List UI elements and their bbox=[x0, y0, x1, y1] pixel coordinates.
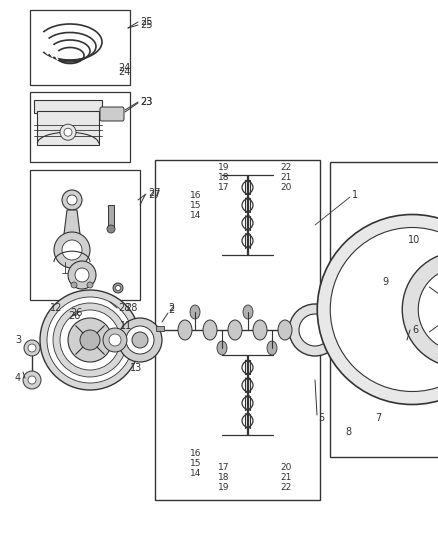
Circle shape bbox=[68, 318, 112, 362]
Text: 3: 3 bbox=[15, 335, 21, 345]
Circle shape bbox=[116, 286, 120, 290]
Text: 15: 15 bbox=[190, 459, 201, 469]
Text: 23: 23 bbox=[140, 97, 152, 107]
Ellipse shape bbox=[243, 305, 253, 319]
Text: 16: 16 bbox=[190, 449, 201, 458]
Ellipse shape bbox=[178, 320, 192, 340]
Circle shape bbox=[60, 310, 120, 370]
Circle shape bbox=[40, 290, 140, 390]
Ellipse shape bbox=[190, 305, 200, 319]
Bar bbox=[34, 100, 102, 112]
Text: 7: 7 bbox=[375, 413, 381, 423]
Circle shape bbox=[107, 225, 115, 233]
Text: 19: 19 bbox=[218, 483, 230, 492]
Text: 13: 13 bbox=[130, 363, 142, 373]
Ellipse shape bbox=[228, 320, 242, 340]
Text: 26: 26 bbox=[68, 311, 81, 321]
Text: 12: 12 bbox=[50, 303, 62, 313]
Text: 8: 8 bbox=[345, 427, 351, 437]
Text: 25: 25 bbox=[140, 17, 152, 27]
Circle shape bbox=[289, 304, 341, 356]
Circle shape bbox=[64, 128, 72, 136]
Circle shape bbox=[118, 318, 162, 362]
Text: 24: 24 bbox=[118, 67, 131, 77]
Circle shape bbox=[80, 330, 100, 350]
Bar bbox=[156, 326, 164, 331]
Text: 26: 26 bbox=[70, 308, 82, 318]
Text: 5: 5 bbox=[318, 413, 324, 423]
Bar bbox=[108, 205, 114, 227]
Text: 20: 20 bbox=[280, 183, 291, 192]
Text: 28: 28 bbox=[118, 303, 131, 313]
Circle shape bbox=[71, 282, 77, 288]
Text: 25: 25 bbox=[140, 20, 152, 30]
Bar bbox=[30, 10, 130, 85]
Circle shape bbox=[53, 303, 127, 377]
Text: 16: 16 bbox=[190, 191, 201, 200]
Circle shape bbox=[113, 283, 123, 293]
Circle shape bbox=[60, 124, 76, 140]
Circle shape bbox=[62, 190, 82, 210]
Text: 21: 21 bbox=[280, 473, 291, 482]
Text: 14: 14 bbox=[190, 470, 201, 479]
Bar bbox=[155, 160, 320, 500]
Circle shape bbox=[23, 371, 41, 389]
Bar bbox=[330, 162, 438, 457]
Circle shape bbox=[62, 240, 82, 260]
Text: 2: 2 bbox=[168, 305, 174, 315]
Text: 24: 24 bbox=[118, 63, 131, 73]
Text: 14: 14 bbox=[190, 212, 201, 221]
Text: 2: 2 bbox=[168, 303, 174, 313]
Circle shape bbox=[28, 344, 36, 352]
Ellipse shape bbox=[278, 320, 292, 340]
Text: 4: 4 bbox=[15, 373, 21, 383]
Circle shape bbox=[68, 261, 96, 289]
Ellipse shape bbox=[253, 320, 267, 340]
Circle shape bbox=[87, 282, 93, 288]
Bar bbox=[37, 111, 99, 145]
Text: 22: 22 bbox=[280, 483, 291, 492]
Text: 10: 10 bbox=[408, 235, 420, 245]
Polygon shape bbox=[62, 210, 82, 250]
Circle shape bbox=[418, 268, 438, 351]
Text: 21: 21 bbox=[280, 174, 291, 182]
Circle shape bbox=[28, 376, 36, 384]
FancyBboxPatch shape bbox=[100, 107, 124, 121]
Ellipse shape bbox=[267, 341, 277, 355]
Circle shape bbox=[299, 314, 331, 346]
Text: 11: 11 bbox=[120, 321, 132, 331]
Text: 18: 18 bbox=[218, 174, 230, 182]
Circle shape bbox=[402, 252, 438, 367]
Ellipse shape bbox=[203, 320, 217, 340]
Text: 27: 27 bbox=[148, 190, 160, 200]
Text: 18: 18 bbox=[218, 473, 230, 482]
Circle shape bbox=[126, 326, 154, 354]
Text: 17: 17 bbox=[218, 183, 230, 192]
Bar bbox=[30, 170, 140, 300]
Text: 23: 23 bbox=[140, 97, 152, 107]
Circle shape bbox=[103, 328, 127, 352]
Text: 19: 19 bbox=[218, 164, 230, 173]
Circle shape bbox=[317, 214, 438, 405]
Text: 20: 20 bbox=[280, 464, 291, 472]
Text: 15: 15 bbox=[190, 201, 201, 211]
Circle shape bbox=[330, 228, 438, 392]
Text: 27: 27 bbox=[148, 188, 160, 198]
Circle shape bbox=[132, 332, 148, 348]
Ellipse shape bbox=[217, 341, 227, 355]
Circle shape bbox=[47, 297, 133, 383]
Circle shape bbox=[75, 268, 89, 282]
Circle shape bbox=[54, 232, 90, 268]
Text: 17: 17 bbox=[218, 464, 230, 472]
Circle shape bbox=[24, 340, 40, 356]
Text: 6: 6 bbox=[412, 325, 418, 335]
Text: 22: 22 bbox=[280, 164, 291, 173]
Text: 28: 28 bbox=[125, 303, 138, 313]
Circle shape bbox=[67, 195, 77, 205]
Text: 9: 9 bbox=[382, 277, 388, 287]
Text: 1: 1 bbox=[352, 190, 358, 200]
Bar bbox=[30, 92, 130, 162]
Circle shape bbox=[109, 334, 121, 346]
